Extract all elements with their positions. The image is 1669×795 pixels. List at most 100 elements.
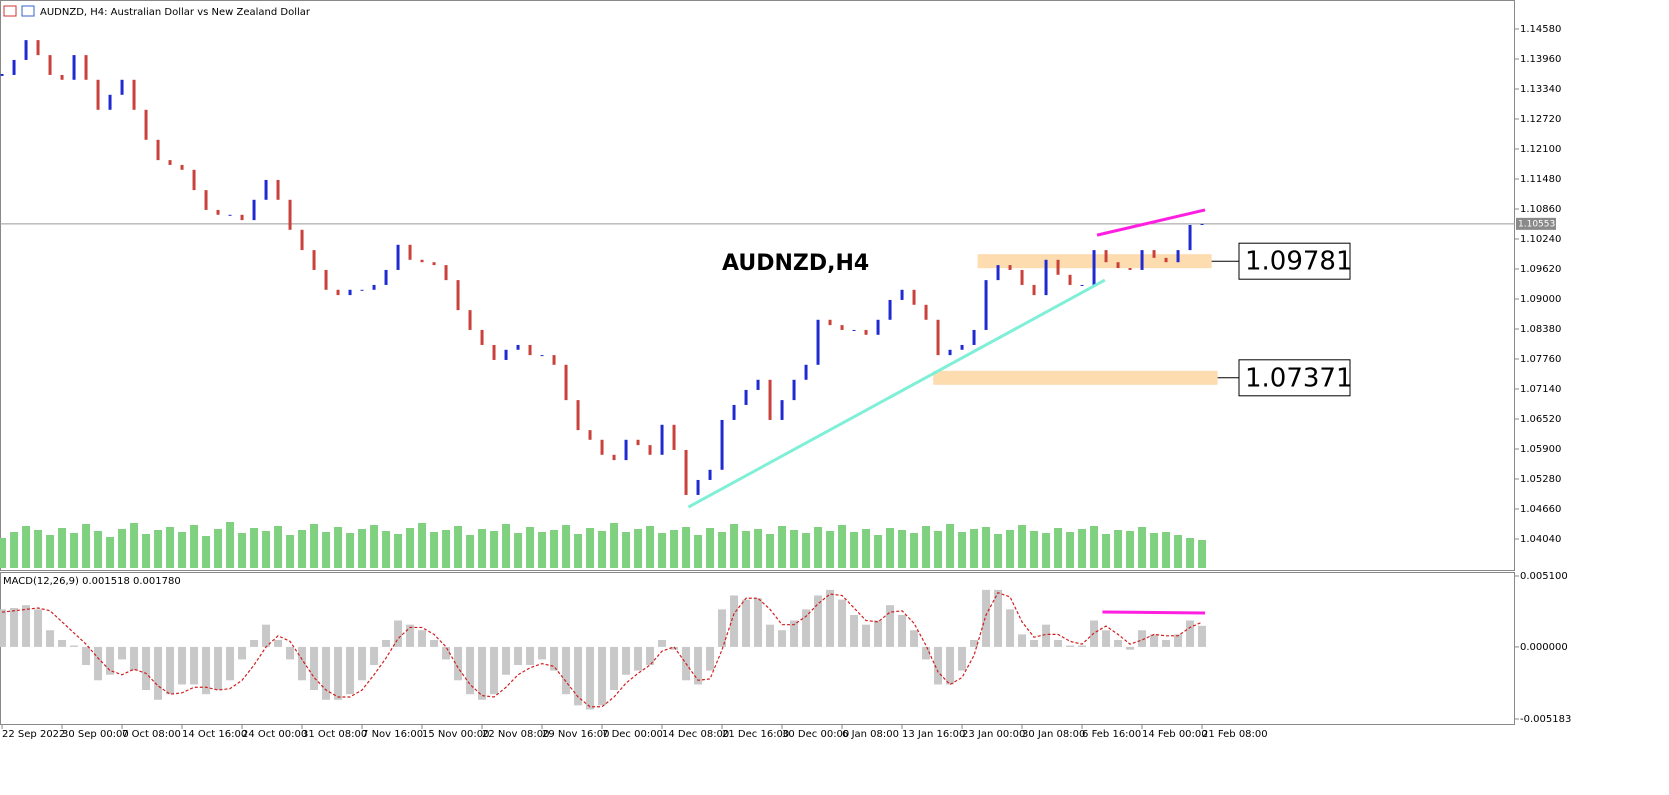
x-tick-label: 22 Nov 08:00 (482, 729, 549, 740)
candle (876, 319, 880, 335)
current-price-label: 1.10553 (1518, 219, 1555, 229)
volume-bar (790, 530, 799, 568)
macd-bar (802, 609, 811, 647)
candle (516, 344, 520, 350)
candle (492, 344, 496, 360)
macd-bar (718, 609, 727, 647)
y-tick-label: 1.13960 (1520, 54, 1561, 65)
macd-bar (1018, 634, 1027, 647)
x-tick-label: 21 Feb 08:00 (1202, 729, 1268, 740)
signal-line (1, 591, 1203, 708)
x-tick-label: 7 Oct 08:00 (122, 729, 181, 740)
macd-bar (82, 646, 91, 666)
macd-bar (226, 646, 235, 681)
candle (1116, 262, 1120, 269)
volume-bar (382, 531, 391, 568)
candle (684, 449, 688, 495)
x-tick-label: 22 Sep 2022 (2, 729, 65, 740)
candle (1044, 259, 1048, 296)
candle (396, 244, 400, 270)
macd-bar (1078, 645, 1087, 647)
macd-bar (94, 646, 103, 681)
macd-bar (490, 646, 499, 695)
candle (612, 454, 616, 461)
volume-bar (850, 532, 859, 568)
zone (933, 370, 1218, 385)
volume-bar (58, 528, 67, 568)
macd-bar (166, 646, 175, 695)
macd-bar (526, 646, 535, 666)
candle (900, 289, 904, 300)
macd-bar (322, 646, 331, 700)
volume-bar (562, 525, 571, 568)
macd-bar (922, 646, 931, 660)
macd-bar (814, 595, 823, 647)
macd-bar (946, 646, 955, 685)
volume-bar (982, 527, 991, 568)
volume-bar (70, 533, 79, 568)
y-tick-label: 1.13340 (1520, 84, 1561, 95)
volume-bar (1186, 538, 1195, 568)
x-tick-label: 14 Feb 00:00 (1142, 729, 1208, 740)
candle (1176, 250, 1180, 263)
candle (564, 364, 568, 401)
x-tick-label: 14 Dec 08:00 (662, 729, 729, 740)
candle (756, 379, 760, 390)
candle (588, 430, 592, 440)
volume-bar (1150, 533, 1159, 568)
volume-bar (286, 535, 295, 568)
volume-bar (1114, 530, 1123, 568)
macd-bar (154, 646, 163, 700)
volume-bar (730, 524, 739, 568)
main-panel (0, 0, 1515, 571)
candle (984, 280, 988, 330)
volume-bar (898, 530, 907, 568)
volume-bar (1066, 532, 1075, 568)
macd-bar (1066, 645, 1075, 647)
macd-bar (958, 646, 967, 671)
chart-icon (21, 5, 35, 17)
candle (144, 109, 148, 140)
volume-bar (1198, 540, 1207, 568)
macd-bar (910, 630, 919, 647)
candle (660, 424, 664, 455)
macd-bar (766, 624, 775, 647)
candle (852, 329, 856, 331)
volume-bar (718, 532, 727, 568)
volume-bar (130, 523, 139, 568)
volume-bar (310, 524, 319, 568)
macd-bar (430, 639, 439, 647)
candle (1140, 250, 1144, 270)
volume-bar (154, 530, 163, 568)
candle (1188, 224, 1192, 251)
candle (1128, 268, 1132, 270)
volume-bar (1018, 525, 1027, 568)
x-tick-label: 30 Sep 00:00 (62, 729, 129, 740)
candle (300, 229, 304, 251)
candle (60, 74, 64, 80)
candle (192, 169, 196, 191)
candle (480, 329, 484, 345)
macd-bar (850, 614, 859, 647)
macd-bar (1102, 630, 1111, 647)
volume-bar (802, 533, 811, 568)
volume-bar (526, 527, 535, 568)
macd-bar (334, 646, 343, 700)
x-tick-label: 14 Oct 16:00 (182, 729, 247, 740)
candle (24, 40, 28, 60)
volume-bar (1078, 529, 1087, 568)
macd-bar (310, 646, 319, 691)
macd-bar (790, 620, 799, 647)
candle (216, 209, 220, 215)
candle (996, 265, 1000, 281)
volume-bar (490, 531, 499, 568)
macd-bar (454, 646, 463, 681)
volume-bar (1042, 533, 1051, 568)
volume-bar (418, 523, 427, 568)
candle (348, 289, 352, 296)
macd-bar (874, 620, 883, 647)
volume-bar (742, 531, 751, 568)
volume-bar (238, 533, 247, 568)
volume-bar (826, 531, 835, 568)
macd-bar (298, 646, 307, 681)
